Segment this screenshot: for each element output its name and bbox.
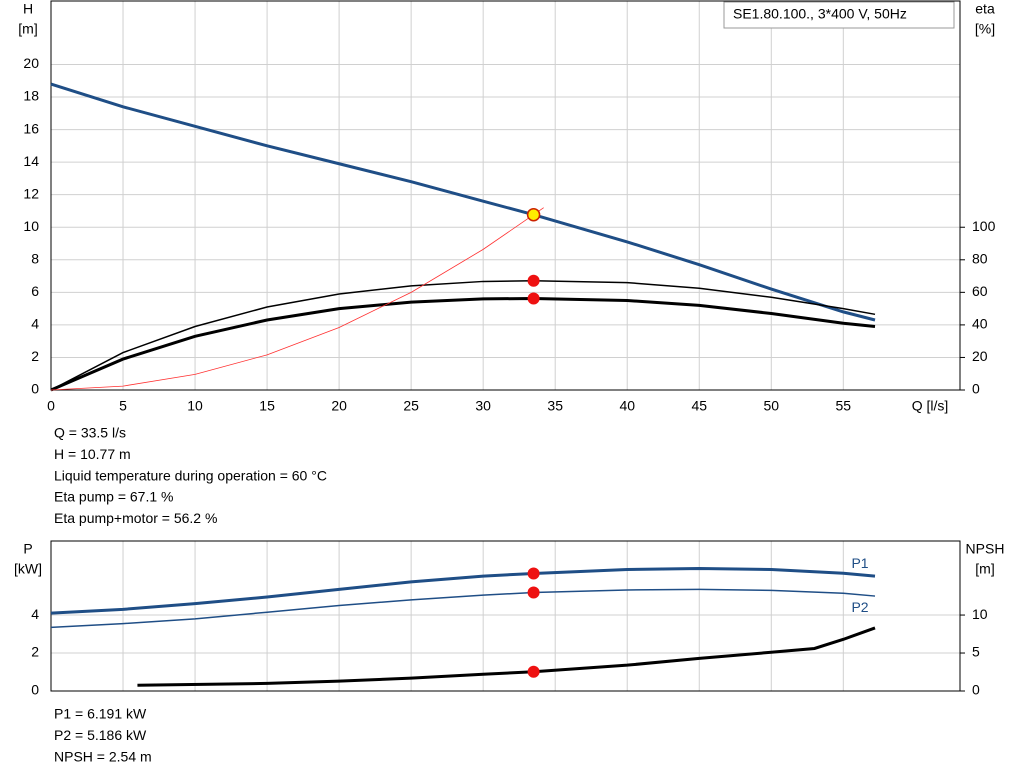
x-tick-label: 0 [47, 398, 55, 414]
legend-text: SE1.80.100., 3*400 V, 50Hz [733, 6, 907, 22]
y-tick-label: 12 [23, 185, 39, 201]
operating-point [527, 274, 540, 287]
info-line: Eta pump = 67.1 % [54, 489, 173, 505]
y2-tick-label: 10 [972, 606, 988, 622]
x-tick-label: 30 [475, 398, 491, 414]
info-line: P1 = 6.191 kW [54, 706, 147, 722]
info-line: Q = 33.5 l/s [54, 425, 126, 441]
y-tick-label: 0 [31, 682, 39, 698]
y-tick-label: 2 [31, 348, 39, 364]
x-tick-label: 45 [691, 398, 707, 414]
y2-tick-label: 20 [972, 348, 988, 364]
y-tick-label: 8 [31, 250, 39, 266]
x-tick-label: 10 [187, 398, 203, 414]
curve-label: P1 [851, 555, 868, 571]
x-tick-label: 35 [547, 398, 563, 414]
x-tick-label: 25 [403, 398, 419, 414]
curve [50, 588, 876, 629]
info-line: Eta pump+motor = 56.2 % [54, 510, 217, 526]
y-tick-label: 14 [23, 153, 39, 169]
operating-point [527, 586, 540, 599]
y2-axis-label: eta [975, 1, 995, 17]
curve [50, 82, 876, 322]
y2-tick-label: 0 [972, 381, 980, 397]
operating-point [526, 207, 541, 222]
operating-point [527, 292, 540, 305]
y2-tick-label: 40 [972, 316, 988, 332]
x-tick-label: 20 [331, 398, 347, 414]
y2-axis-label: NPSH [966, 541, 1005, 557]
y-axis-label: P [23, 541, 32, 557]
y2-tick-label: 80 [972, 250, 988, 266]
y-tick-label: 16 [23, 120, 39, 136]
plot-frame [50, 540, 961, 692]
operating-point [527, 567, 540, 580]
y-tick-label: 2 [31, 644, 39, 660]
y-axis-unit: [m] [18, 21, 37, 37]
y-tick-label: 18 [23, 88, 39, 104]
curve [50, 297, 876, 392]
y-tick-label: 4 [31, 316, 39, 332]
info-line: P2 = 5.186 kW [54, 727, 147, 743]
y2-tick-label: 100 [972, 218, 996, 234]
y-axis-label: H [23, 1, 33, 17]
y-axis-unit: [kW] [14, 561, 42, 577]
x-tick-label: 15 [259, 398, 275, 414]
y2-tick-label: 0 [972, 682, 980, 698]
info-line: H = 10.77 m [54, 446, 131, 462]
plot-frame [50, 0, 961, 391]
y-tick-label: 20 [23, 55, 39, 71]
y-tick-label: 0 [31, 381, 39, 397]
curve [50, 567, 876, 615]
x-axis-label: Q [l/s] [912, 398, 949, 414]
y-tick-label: 6 [31, 283, 39, 299]
y-tick-label: 10 [23, 218, 39, 234]
curve [50, 280, 876, 391]
y2-tick-label: 5 [972, 644, 980, 660]
x-tick-label: 40 [619, 398, 635, 414]
x-tick-label: 50 [763, 398, 779, 414]
y2-tick-label: 60 [972, 283, 988, 299]
y2-axis-unit: [%] [975, 21, 995, 37]
y2-axis-unit: [m] [975, 561, 994, 577]
legend-box [723, 1, 955, 29]
curve [137, 626, 876, 687]
curve-label: P2 [851, 599, 868, 615]
x-tick-label: 55 [836, 398, 852, 414]
info-line: NPSH = 2.54 m [54, 748, 152, 764]
info-line: Liquid temperature during operation = 60… [54, 467, 327, 483]
y-tick-label: 4 [31, 606, 39, 622]
operating-point [527, 665, 540, 678]
curve [50, 207, 544, 391]
x-tick-label: 5 [119, 398, 127, 414]
